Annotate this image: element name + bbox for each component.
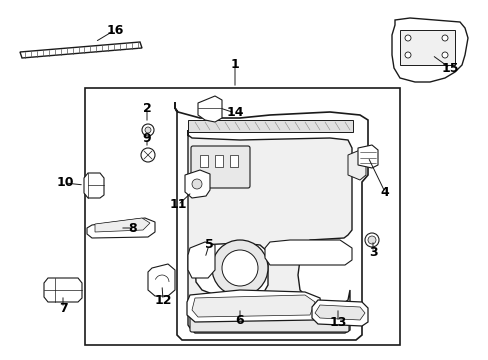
Polygon shape xyxy=(198,96,222,122)
Bar xyxy=(200,155,207,167)
Polygon shape xyxy=(87,218,155,238)
Text: 14: 14 xyxy=(226,107,243,120)
Polygon shape xyxy=(357,145,377,168)
Polygon shape xyxy=(264,240,351,265)
Polygon shape xyxy=(311,300,367,326)
Bar xyxy=(85,88,399,345)
Text: 1: 1 xyxy=(230,58,239,72)
Text: 7: 7 xyxy=(59,302,67,315)
Circle shape xyxy=(404,52,410,58)
Polygon shape xyxy=(391,18,467,82)
Polygon shape xyxy=(44,278,82,302)
Polygon shape xyxy=(148,264,175,296)
Text: 4: 4 xyxy=(380,185,388,198)
Polygon shape xyxy=(347,150,365,180)
Circle shape xyxy=(404,35,410,41)
Circle shape xyxy=(142,124,154,136)
Polygon shape xyxy=(187,242,215,278)
FancyBboxPatch shape xyxy=(191,146,249,188)
FancyBboxPatch shape xyxy=(190,313,348,332)
Polygon shape xyxy=(192,295,314,317)
Circle shape xyxy=(367,236,375,244)
Text: 2: 2 xyxy=(142,102,151,114)
Circle shape xyxy=(364,233,378,247)
Text: 15: 15 xyxy=(440,62,458,75)
Polygon shape xyxy=(186,290,321,322)
Circle shape xyxy=(192,179,202,189)
Polygon shape xyxy=(175,102,367,340)
Text: 6: 6 xyxy=(235,314,244,327)
Text: 3: 3 xyxy=(368,246,377,258)
Circle shape xyxy=(441,35,447,41)
Circle shape xyxy=(141,148,155,162)
Polygon shape xyxy=(95,218,150,232)
Bar xyxy=(215,155,223,167)
Text: 8: 8 xyxy=(128,221,137,234)
Text: 13: 13 xyxy=(328,315,346,328)
Text: 11: 11 xyxy=(169,198,186,211)
Text: 9: 9 xyxy=(142,131,151,144)
Text: 12: 12 xyxy=(154,293,171,306)
Bar xyxy=(187,120,352,132)
Polygon shape xyxy=(20,42,142,58)
Polygon shape xyxy=(184,170,209,198)
Circle shape xyxy=(212,240,267,296)
Bar xyxy=(399,30,454,65)
Polygon shape xyxy=(195,243,267,295)
Polygon shape xyxy=(84,173,104,198)
Polygon shape xyxy=(187,130,351,333)
Text: 16: 16 xyxy=(106,23,123,36)
Text: 10: 10 xyxy=(56,176,74,189)
Circle shape xyxy=(441,52,447,58)
Bar xyxy=(229,155,238,167)
Circle shape xyxy=(222,250,258,286)
Text: 5: 5 xyxy=(204,238,213,252)
Polygon shape xyxy=(314,305,364,320)
Circle shape xyxy=(145,127,151,133)
